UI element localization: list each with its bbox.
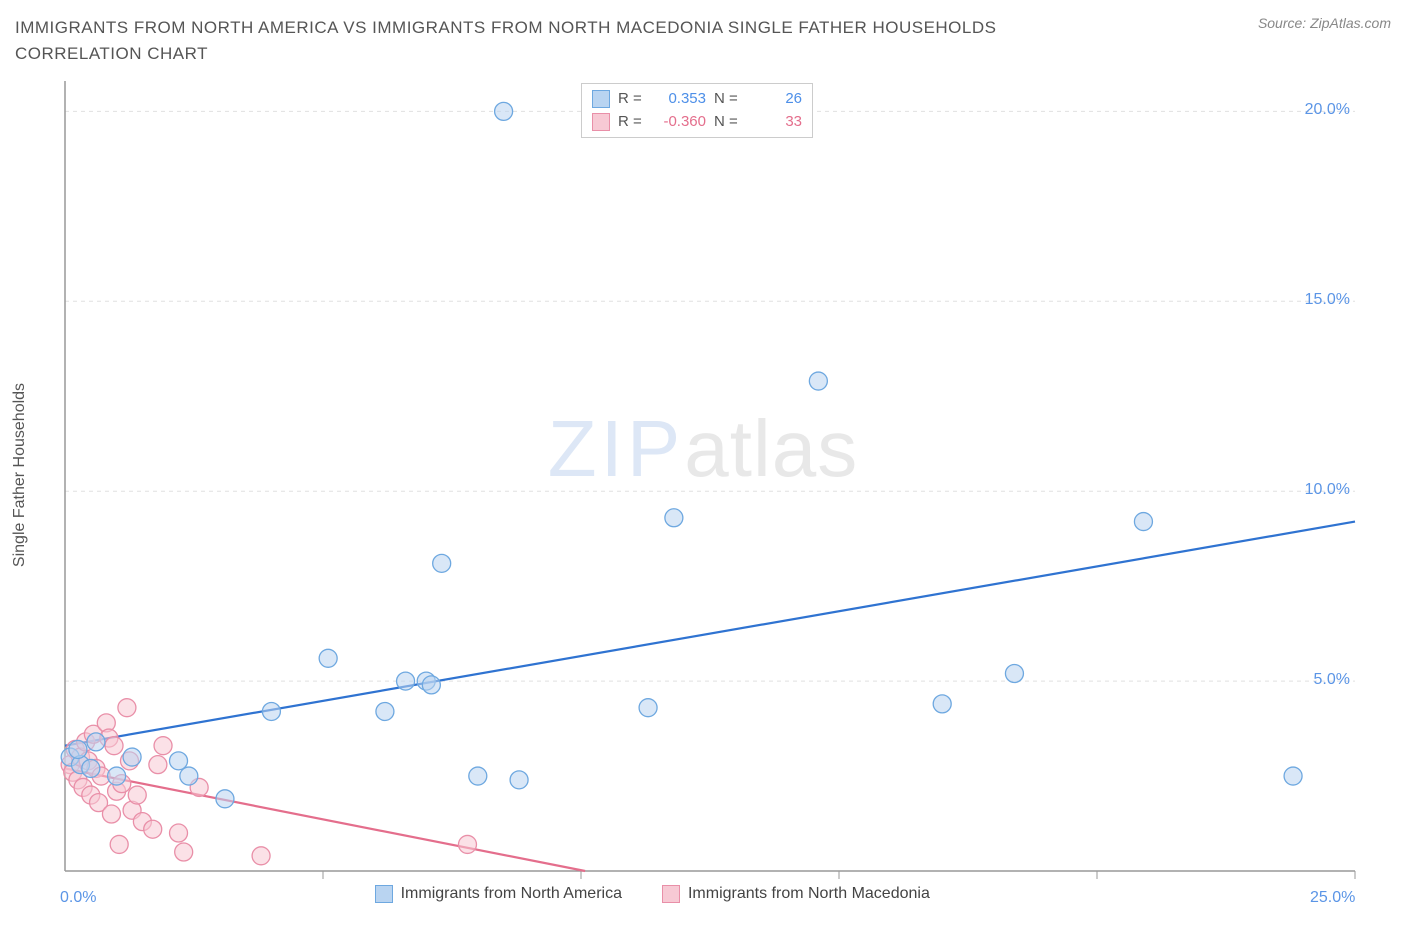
point-blue [216,790,234,808]
point-blue [1005,665,1023,683]
point-blue [1284,767,1302,785]
point-pink [154,737,172,755]
legend-stat: -0.360 [656,111,706,134]
ytick-label: 10.0% [1295,481,1350,499]
point-blue [319,649,337,667]
point-blue [108,767,126,785]
legend-correlation-row: R = -0.360 N = 33 [592,111,802,134]
point-blue [397,672,415,690]
ytick-label: 20.0% [1295,101,1350,119]
point-blue [495,102,513,120]
legend-stat: 0.353 [656,88,706,111]
swatch-pink [592,113,610,131]
point-blue [665,509,683,527]
legend-stat: R = [618,88,648,111]
point-blue [510,771,528,789]
xtick-label: 25.0% [1310,889,1355,907]
point-blue [422,676,440,694]
legend-correlation-row: R = 0.353 N = 26 [592,88,802,111]
legend-stat: N = [714,88,744,111]
legend-series-item: Immigrants from North America [375,885,622,903]
legend-series-label: Immigrants from North America [401,885,622,903]
point-blue [469,767,487,785]
point-blue [82,759,100,777]
point-blue [433,554,451,572]
legend-correlation: R = 0.353 N = 26 R = -0.360 N = 33 [581,83,813,138]
point-blue [69,740,87,758]
ytick-label: 15.0% [1295,291,1350,309]
ytick-label: 5.0% [1295,671,1350,689]
xtick-label: 0.0% [60,889,96,907]
point-blue [376,702,394,720]
point-pink [144,820,162,838]
point-pink [110,835,128,853]
point-pink [105,737,123,755]
legend-stat: R = [618,111,648,134]
point-blue [933,695,951,713]
point-pink [252,847,270,865]
point-blue [639,699,657,717]
point-pink [118,699,136,717]
legend-stat: 26 [752,88,802,111]
point-blue [123,748,141,766]
swatch-blue [375,885,393,903]
point-pink [170,824,188,842]
legend-stat: 33 [752,111,802,134]
point-blue [1134,513,1152,531]
legend-stat: N = [714,111,744,134]
regression-line [65,522,1355,746]
legend-series-item: Immigrants from North Macedonia [662,885,930,903]
y-axis-label: Single Father Households [11,375,29,575]
point-blue [170,752,188,770]
point-pink [102,805,120,823]
point-pink [149,756,167,774]
point-pink [458,835,476,853]
chart-title: IMMIGRANTS FROM NORTH AMERICA VS IMMIGRA… [15,15,1115,66]
chart-container: ZIPatlas Single Father Households 5.0%10… [15,66,1391,916]
legend-series-label: Immigrants from North Macedonia [688,885,930,903]
point-blue [180,767,198,785]
point-blue [87,733,105,751]
swatch-blue [592,90,610,108]
point-pink [175,843,193,861]
legend-series: Immigrants from North America Immigrants … [375,885,930,903]
chart-svg [15,66,1391,916]
point-blue [809,372,827,390]
point-pink [128,786,146,804]
swatch-pink [662,885,680,903]
chart-source: Source: ZipAtlas.com [1258,15,1391,31]
point-blue [262,702,280,720]
